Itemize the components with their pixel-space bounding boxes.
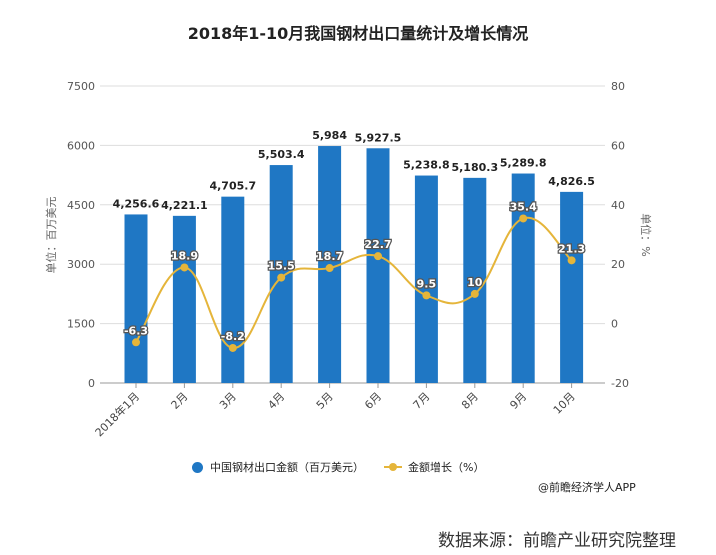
x-tick-label: 5月 xyxy=(314,390,336,412)
line-data-label: -8.2 xyxy=(221,330,245,343)
bar-data-label: 5,984 xyxy=(312,129,347,142)
y2-tick-label: 40 xyxy=(611,199,625,212)
bar-data-label: 5,238.8 xyxy=(403,159,450,172)
y-tick-label: 7500 xyxy=(67,80,95,93)
x-tick-label: 4月 xyxy=(265,390,287,412)
y-tick-label: 1500 xyxy=(67,318,95,331)
line-point xyxy=(325,264,334,273)
line-point xyxy=(180,263,189,272)
bar-data-label: 5,503.4 xyxy=(258,148,305,161)
x-tick-label: 10月 xyxy=(551,390,578,417)
line-point xyxy=(374,252,382,261)
y2-axis-label: 单位：% xyxy=(639,213,653,256)
bar xyxy=(366,148,390,383)
line-point xyxy=(519,214,528,223)
credit-text: @前瞻经济学人APP xyxy=(538,481,636,494)
y2-tick-label: 20 xyxy=(611,258,625,271)
line-data-label: -6.3 xyxy=(124,324,148,337)
bar-data-label: 4,705.7 xyxy=(209,180,256,193)
x-tick-label: 8月 xyxy=(459,390,481,412)
line-point xyxy=(567,256,576,265)
line-data-label: 10 xyxy=(467,276,483,289)
legend-bar-label[interactable]: 中国钢材出口金额（百万美元） xyxy=(210,461,364,474)
line-data-label: 18.9 xyxy=(171,249,198,262)
line-point xyxy=(132,338,140,347)
line-data-label: 9.5 xyxy=(417,277,437,290)
y2-tick-label: -20 xyxy=(611,377,629,390)
line-data-label: 22.7 xyxy=(364,238,391,251)
y-tick-label: 4500 xyxy=(67,199,95,212)
y2-tick-label: 80 xyxy=(611,80,625,93)
bar-data-label: 4,221.1 xyxy=(161,199,208,212)
x-tick-label: 2018年1月 xyxy=(92,389,142,439)
growth-line xyxy=(135,216,573,349)
bar xyxy=(463,177,487,383)
x-tick-label: 6月 xyxy=(362,390,384,412)
legend-line-label[interactable]: 金额增长（%） xyxy=(408,461,485,474)
y-axis-label: 单位：百万美元 xyxy=(44,197,58,274)
line-data-label: 21.3 xyxy=(558,242,585,255)
x-tick-label: 9月 xyxy=(507,390,529,412)
line-point xyxy=(228,343,237,352)
bar-data-label: 4,826.5 xyxy=(548,175,595,188)
x-tick-label: 3月 xyxy=(217,390,239,412)
y-tick-label: 6000 xyxy=(67,139,95,152)
bar xyxy=(221,196,245,383)
line-data-label: 15.5 xyxy=(268,260,295,273)
bar-data-label: 5,927.5 xyxy=(355,131,402,144)
y2-tick-label: 60 xyxy=(611,139,625,152)
source-text: 数据来源：前瞻产业研究院整理 xyxy=(438,531,676,551)
legend-bar-marker xyxy=(192,461,203,473)
bar-data-label: 4,256.6 xyxy=(113,197,160,210)
x-tick-label: 2月 xyxy=(169,390,191,412)
line-data-label: 35.4 xyxy=(510,200,537,213)
y-tick-label: 0 xyxy=(88,377,95,390)
y2-tick-label: 0 xyxy=(611,318,618,331)
line-point xyxy=(277,273,286,282)
bar xyxy=(560,191,584,383)
chart-title: 2018年1-10月我国钢材出口量统计及增长情况 xyxy=(187,24,529,43)
line-point xyxy=(470,289,479,298)
bar xyxy=(511,173,535,383)
x-tick-label: 7月 xyxy=(411,390,433,412)
bar xyxy=(414,175,438,383)
chart-plot: 0 1500 3000 4500 6000 7500 -20 0 20 40 60 80 单位：百万美元… xyxy=(44,80,653,439)
bar-data-label: 5,289.8 xyxy=(500,157,547,170)
bar xyxy=(124,214,148,383)
bar xyxy=(172,215,196,383)
line-point xyxy=(422,291,431,300)
y-tick-label: 3000 xyxy=(67,258,95,271)
line-data-label: 18.7 xyxy=(316,250,343,263)
legend: 中国钢材出口金额（百万美元） 金额增长（%） xyxy=(192,459,484,475)
legend-line-marker xyxy=(384,463,402,471)
bar-data-label: 5,180.3 xyxy=(451,161,498,174)
